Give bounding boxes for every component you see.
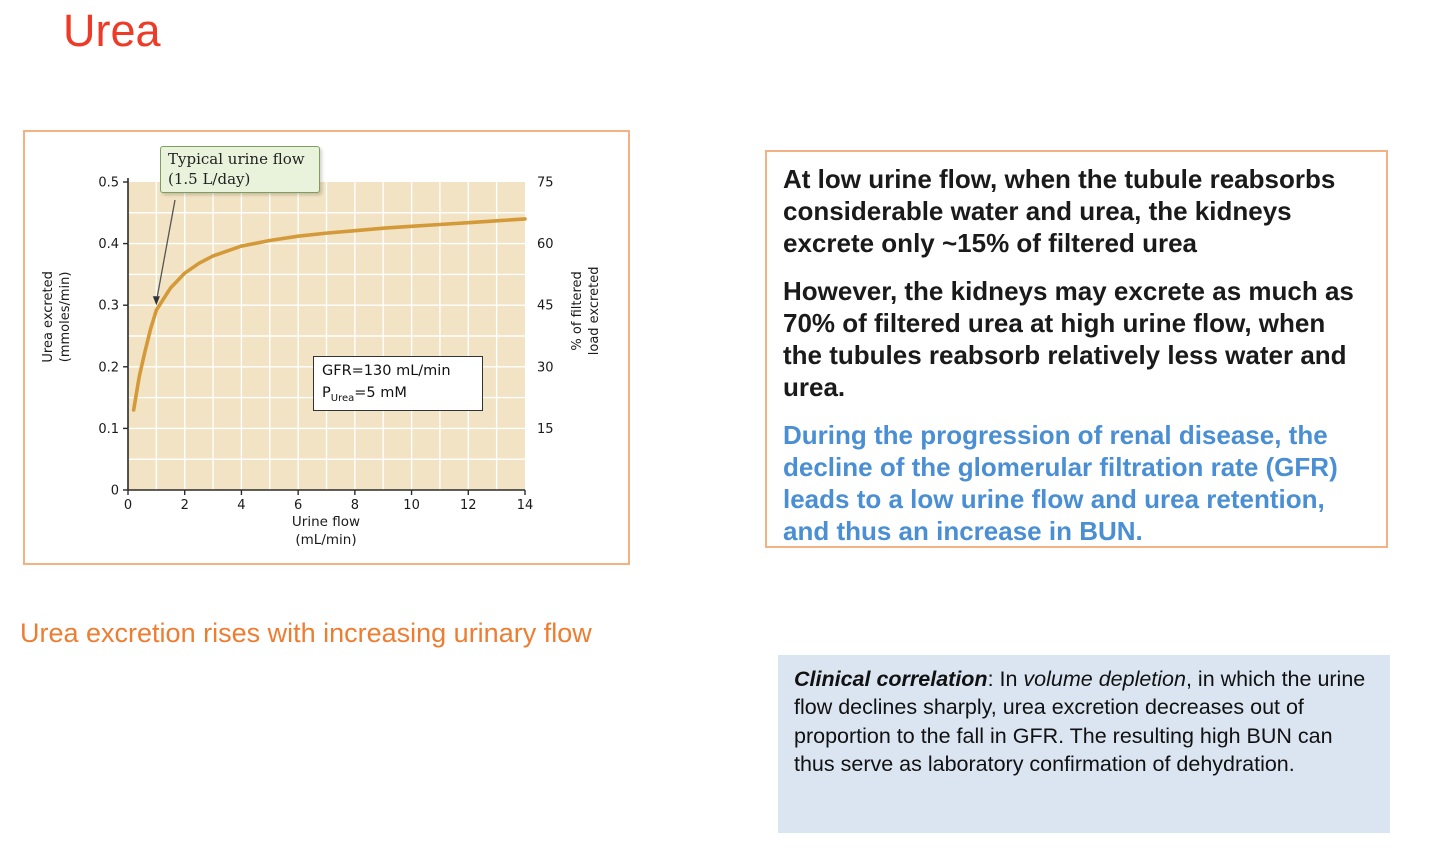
annotation-line1: Typical urine flow bbox=[168, 150, 305, 168]
urea-excretion-chart: 0 2 4 6 8 10 12 14 0 0.1 0.2 0.3 0.4 0.5 15 30 45 60 75 bbox=[98, 176, 554, 514]
y-left-line1: Urea excreted bbox=[41, 271, 57, 363]
clinical-rest: , in which the urine flow declines sharp… bbox=[794, 667, 1366, 777]
info-box: At low urine flow, when the tubule reabs… bbox=[765, 150, 1388, 548]
info-paragraph-high-flow: However, the kidneys may excrete as much… bbox=[783, 275, 1354, 402]
svg-text:0.2: 0.2 bbox=[98, 360, 119, 375]
clinical-correlation-box: Clinical correlation: In volume depletio… bbox=[778, 655, 1390, 833]
svg-text:8: 8 bbox=[351, 498, 359, 513]
svg-text:4: 4 bbox=[237, 498, 245, 513]
info-paragraph-low-flow: At low urine flow, when the tubule reabs… bbox=[783, 164, 1336, 258]
svg-text:0.3: 0.3 bbox=[98, 299, 119, 314]
y-axis-label-right: % of filtered load excreted bbox=[570, 226, 604, 396]
gfr-line1: GFR=130 mL/min bbox=[322, 363, 451, 379]
annotation-callout: Typical urine flow (1.5 L/day) bbox=[160, 146, 320, 193]
svg-text:0: 0 bbox=[124, 498, 132, 513]
figure-panel: 0 2 4 6 8 10 12 14 0 0.1 0.2 0.3 0.4 0.5 15 30 45 60 75 Ty… bbox=[23, 130, 630, 565]
svg-text:0: 0 bbox=[111, 484, 119, 499]
y-right-line2: load excreted bbox=[587, 266, 602, 356]
annotation-line2: (1.5 L/day) bbox=[168, 169, 251, 188]
y-right-line1: % of filtered bbox=[570, 271, 586, 351]
svg-text:2: 2 bbox=[181, 498, 189, 513]
svg-text:0.4: 0.4 bbox=[98, 237, 119, 252]
svg-text:0.1: 0.1 bbox=[98, 422, 119, 437]
clinical-lead: Clinical correlation bbox=[794, 667, 988, 691]
svg-text:75: 75 bbox=[537, 176, 554, 191]
gfr-sub: Urea bbox=[330, 392, 355, 404]
page-title: Urea bbox=[63, 5, 161, 56]
svg-text:12: 12 bbox=[460, 498, 477, 513]
svg-text:30: 30 bbox=[537, 360, 554, 375]
svg-text:10: 10 bbox=[403, 498, 420, 513]
svg-text:0.5: 0.5 bbox=[98, 176, 119, 191]
clinical-sep: : In bbox=[987, 667, 1024, 691]
svg-text:14: 14 bbox=[517, 498, 534, 513]
y-left-line2: (mmoles/min) bbox=[58, 271, 73, 363]
y-axis-label-left: Urea excreted (mmoles/min) bbox=[41, 232, 75, 402]
gfr-p: P bbox=[322, 384, 331, 401]
info-paragraph-renal-disease: During the progression of renal disease,… bbox=[783, 419, 1338, 546]
figure-caption: Urea excretion rises with increasing uri… bbox=[20, 618, 592, 648]
svg-text:45: 45 bbox=[537, 299, 554, 314]
svg-text:60: 60 bbox=[537, 237, 554, 252]
svg-text:6: 6 bbox=[294, 498, 302, 513]
x-label-line1: Urine flow bbox=[291, 514, 361, 530]
x-axis-label: Urine flow (mL/min) bbox=[226, 514, 426, 549]
gfr-rest: =5 mM bbox=[354, 384, 407, 401]
svg-text:15: 15 bbox=[537, 422, 554, 437]
gfr-line2: PUrea=5 mM bbox=[322, 383, 474, 406]
gfr-inset-label: GFR=130 mL/min PUrea=5 mM bbox=[313, 356, 483, 411]
clinical-italic-term: volume depletion bbox=[1023, 667, 1186, 691]
x-label-line2: (mL/min) bbox=[295, 531, 357, 548]
